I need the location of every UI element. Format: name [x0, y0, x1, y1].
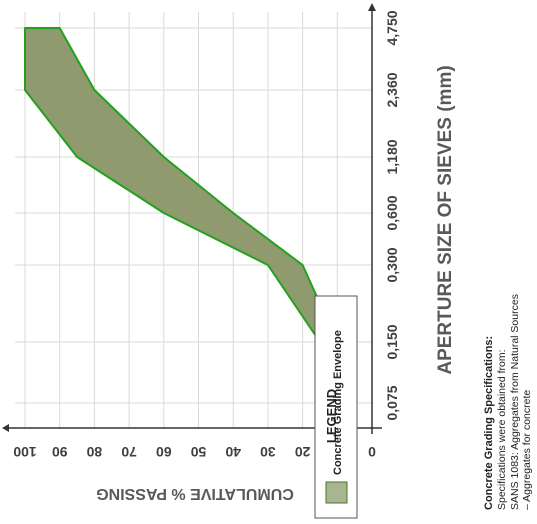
legend: LEGEND Concrete Grading Envelope — [314, 295, 358, 519]
sieve-tick-labels: 0,075 0,150 0,300 0,600 1,180 2,360 4,750 — [384, 10, 400, 420]
percent-tick-label: 50 — [191, 444, 207, 460]
sieve-tick-label: 2,360 — [384, 72, 400, 107]
percent-tick-label: 70 — [121, 444, 137, 460]
spec-note-line-1: Specifications were obtained from: — [496, 350, 508, 511]
percent-tick-label: 80 — [86, 444, 102, 460]
legend-title: LEGEND — [324, 389, 339, 443]
spec-note-line-2: SANS 1083: Aggregates from Natural Sourc… — [509, 294, 521, 510]
legend-swatch — [325, 481, 348, 504]
percent-tick-label: 90 — [52, 444, 68, 460]
x-axis-title: APERTURE SIZE OF SIEVES (mm) — [435, 65, 456, 374]
percent-axis-arrow — [2, 424, 9, 432]
sieve-tick-label: 0,075 — [384, 385, 400, 420]
grading-envelope-area — [24, 27, 356, 404]
sieve-axis-arrow — [368, 3, 376, 11]
spec-note-line-3: – Aggregates for concrete — [521, 390, 533, 510]
sieve-tick-label: 1,180 — [384, 139, 400, 174]
sieve-tick-label: 4,750 — [384, 10, 400, 45]
percent-tick-label: 0 — [368, 444, 376, 460]
sieve-tick-label: 0,600 — [384, 195, 400, 230]
legend-item-label: Concrete Grading Envelope — [332, 330, 344, 475]
spec-note-title: Concrete Grading Specifications: — [483, 336, 495, 510]
specification-note: Concrete Grading Specifications: Specifi… — [483, 294, 533, 510]
percent-tick-label: 20 — [295, 444, 311, 460]
percent-tick-label: 100 — [13, 444, 37, 460]
sieve-tick-label: 0,150 — [384, 324, 400, 359]
percent-tick-label: 30 — [260, 444, 276, 460]
y-axis-title: CUMULATIVE % PASSING — [96, 485, 294, 502]
percent-tick-label: 60 — [156, 444, 172, 460]
percent-tick-label: 40 — [225, 444, 241, 460]
legend-frame — [314, 295, 358, 519]
sieve-tick-label: 0,300 — [384, 247, 400, 282]
